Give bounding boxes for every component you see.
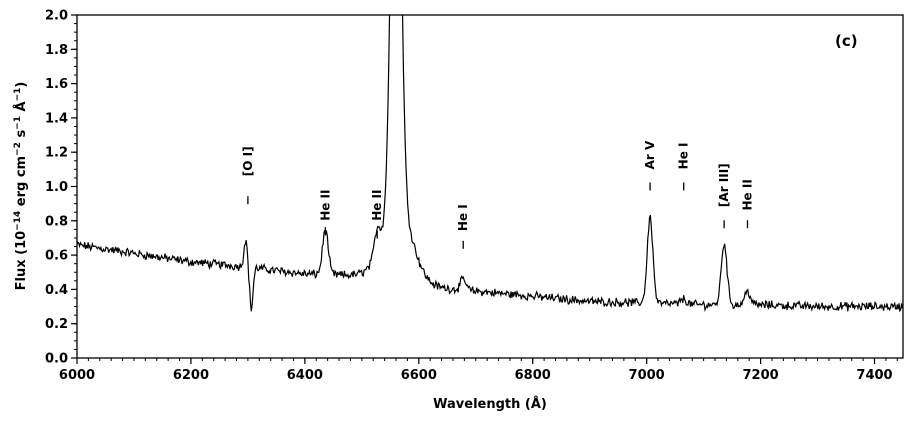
- y-tick-label: 1.6: [45, 77, 68, 92]
- panel-label: (c): [835, 32, 858, 50]
- plot-frame: [76, 14, 904, 359]
- y-title-pre: Flux (10: [14, 231, 29, 291]
- line-label: He II: [370, 190, 384, 221]
- y-tick-label: 1.4: [45, 111, 68, 126]
- y-title-exp3: −1: [13, 116, 23, 130]
- y-tick-label: 1.8: [45, 43, 68, 58]
- line-label: [Ar III]: [717, 163, 731, 207]
- x-tick-label: 6800: [515, 368, 551, 383]
- y-title-exp4: −1: [13, 88, 23, 102]
- line-label: He II: [740, 179, 754, 210]
- y-tick-label: 0.4: [45, 283, 68, 298]
- x-tick-label: 7000: [629, 368, 665, 383]
- x-tick-labels: 6000 6200 6400 6600 6800 7000 7200 7400: [59, 368, 893, 383]
- line-label: Ar V: [643, 140, 657, 169]
- y-tick-labels: 0.0 0.2 0.4 0.6 0.8 1.0 1.2 1.4 1.6 1.8 2.0: [45, 9, 68, 367]
- x-tick-label: 6400: [287, 368, 323, 383]
- line-labels: [O I] He II He II He I Ar V He I [Ar III] He II: [241, 140, 754, 249]
- y-title-exp1: −14: [13, 211, 23, 231]
- line-label: He I: [677, 143, 691, 170]
- y-title-mid2: s: [14, 130, 29, 143]
- x-tick-label: 7200: [742, 368, 778, 383]
- y-tick-label: 2.0: [45, 9, 68, 24]
- y-tick-label: 0.2: [45, 317, 68, 332]
- y-tick-label: 0.0: [45, 352, 68, 367]
- line-label: He II: [318, 190, 332, 221]
- spectrum-line: [77, 15, 903, 313]
- y-title-post: ): [14, 82, 29, 88]
- y-major-ticks: [71, 14, 77, 359]
- line-label: [O I]: [241, 146, 255, 176]
- line-label: He I: [456, 204, 470, 231]
- y-title-mid1: erg cm: [14, 156, 29, 211]
- y-axis-title: Flux (10−14 erg cm−2 s−1 Å−1): [13, 82, 29, 291]
- y-tick-label: 1.0: [45, 180, 68, 195]
- x-tick-label: 6200: [173, 368, 209, 383]
- y-title-exp2: −2: [13, 142, 23, 156]
- y-tick-label: 1.2: [45, 146, 68, 161]
- x-tick-label: 7400: [856, 368, 892, 383]
- x-tick-label: 6600: [401, 368, 437, 383]
- y-title-mid3: Å: [13, 101, 29, 116]
- x-axis-title: Wavelength (Å): [433, 396, 547, 412]
- x-tick-label: 6000: [59, 368, 95, 383]
- y-tick-label: 0.6: [45, 249, 68, 264]
- y-tick-label: 0.8: [45, 214, 68, 229]
- x-major-ticks: [76, 358, 876, 364]
